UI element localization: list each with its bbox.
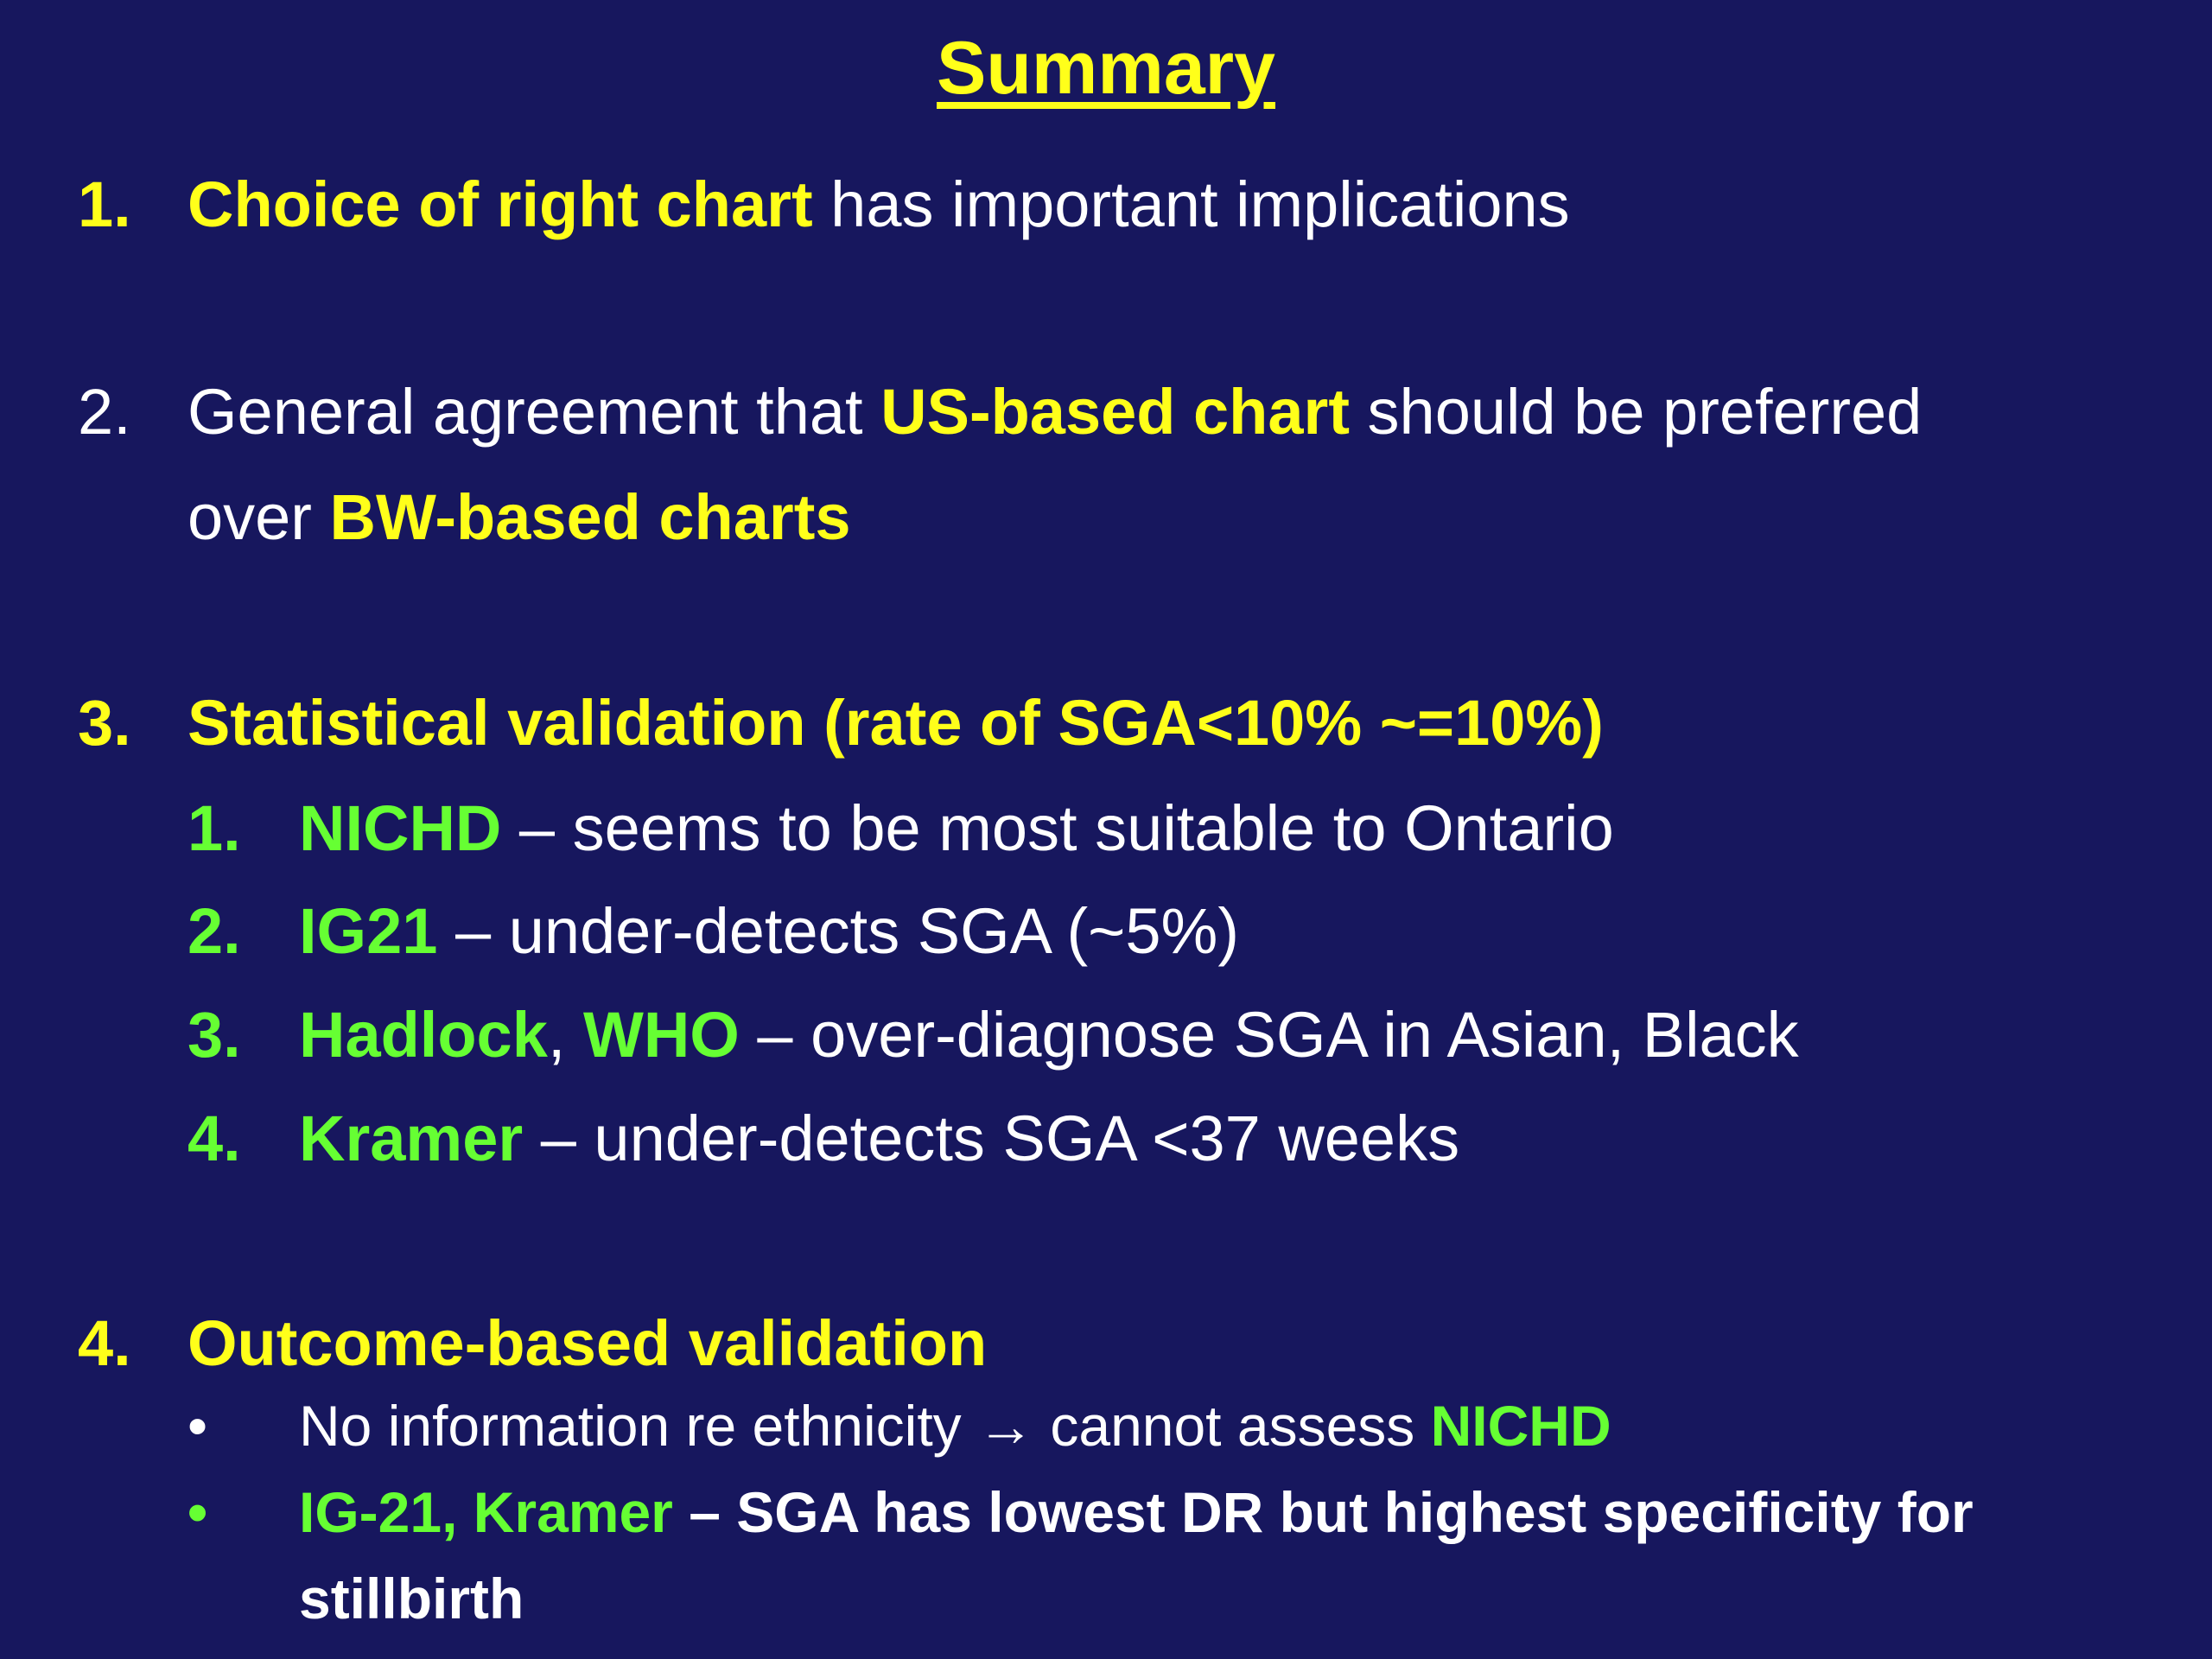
title: Summary — [937, 27, 1275, 110]
chart-name: WHO — [583, 999, 740, 1071]
highlight: US-based chart — [880, 376, 1350, 448]
chart-name: IG21 — [299, 895, 438, 967]
highlight: Choice of right chart — [188, 168, 813, 240]
bullet-marker: • — [188, 1394, 208, 1458]
chart-name: NICHD — [1430, 1394, 1611, 1458]
item-number: 2. — [78, 376, 131, 448]
text: – under-detects SGA (~5%) — [455, 895, 1239, 967]
item: 4. Outcome-based validation — [78, 1291, 987, 1396]
bullet: • IG-21, Kramer – SGA has lowest DR but … — [188, 1469, 2192, 1642]
item: 1. Choice of right chart has important i… — [78, 152, 1570, 257]
arrow: → — [977, 1394, 1035, 1458]
text: cannot assess — [1050, 1394, 1415, 1458]
subitem-number: 2. — [188, 895, 241, 967]
item-number: 3. — [78, 687, 131, 759]
bullet: • No information re ethnicity → cannot a… — [188, 1382, 1611, 1469]
text: , — [547, 999, 566, 1071]
chart-name: Hadlock — [299, 999, 548, 1071]
subitem: 3. Hadlock, WHO – over-diagnose SGA in A… — [188, 982, 1799, 1088]
highlight: Statistical validation (rate of SGA<10% … — [188, 687, 1604, 759]
subitem-number: 3. — [188, 999, 241, 1071]
item-number: 4. — [78, 1307, 131, 1379]
item: 2. General agreement that US-based chart… — [78, 359, 1979, 570]
highlight: Outcome-based validation — [188, 1307, 988, 1379]
subitem: 2. IG21 – under-detects SGA (~5%) — [188, 879, 1239, 984]
item-number: 1. — [78, 168, 131, 240]
highlight: BW-based charts — [329, 481, 851, 553]
chart-name: Kramer — [299, 1103, 524, 1174]
item: 3. Statistical validation (rate of SGA<1… — [78, 671, 1604, 776]
subitem: 1. NICHD – seems to be most suitable to … — [188, 776, 1614, 881]
text: – seems to be most suitable to Ontario — [518, 792, 1614, 864]
subitem: 4. Kramer – under-detects SGA <37 weeks — [188, 1086, 1459, 1192]
text: General agreement that — [188, 376, 863, 448]
text: – SGA has lowest DR but highest specific… — [299, 1480, 1974, 1630]
chart-name: NICHD — [299, 792, 502, 864]
text: – over-diagnose SGA in Asian, Black — [757, 999, 1799, 1071]
bullet-marker: • — [188, 1480, 208, 1544]
subitem-number: 1. — [188, 792, 241, 864]
text: No information re ethnicity — [299, 1394, 962, 1458]
subitem-number: 4. — [188, 1103, 241, 1174]
text: has important implications — [830, 168, 1570, 240]
text: should be preferred over — [188, 376, 1923, 553]
text: – under-detects SGA <37 weeks — [540, 1103, 1460, 1174]
chart-name: IG-21, Kramer — [299, 1480, 673, 1544]
